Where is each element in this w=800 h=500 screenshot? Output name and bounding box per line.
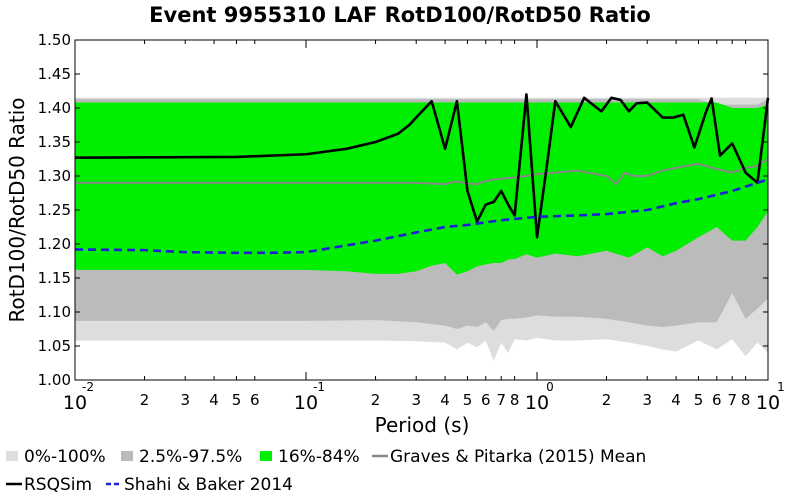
series-line-rsqsim [74,93,770,239]
y-axis: 1.00 1.05 1.10 1.15 1.20 1.25 1.30 1.35 1.40 1.45… [38,31,768,389]
x-minor-tick-label: 2 [371,391,381,409]
x-tick-exponent: 0 [546,380,554,394]
x-major-tick-label: 10-2 [63,380,94,414]
y-tick-label: 1.00 [38,371,71,389]
y-tick-label: 1.25 [38,201,71,219]
y-tick-label: 1.40 [38,99,71,117]
x-minor-tick-label: 3 [642,391,652,409]
y-tick-label: 1.50 [38,31,71,49]
x-minor-tick-label: 8 [741,391,751,409]
legend-label: Shahi & Baker 2014 [124,475,293,495]
x-minor-tick-label: 6 [481,391,491,409]
percentile-bands [75,97,768,361]
x-major-tick-label: 101 [756,380,785,414]
band-16-84 [75,102,768,275]
x-tick-exponent: -2 [82,380,94,394]
x-minor-tick-label: 5 [232,391,242,409]
x-minor-tick-label: 7 [727,391,737,409]
legend-item-16-84: 16%-84% [260,447,360,467]
x-minor-tick-label: 5 [694,391,704,409]
x-minor-tick-label: 4 [671,391,681,409]
x-tick-base: 10 [63,392,87,414]
x-minor-tick-label: 3 [180,391,190,409]
y-tick-label: 1.05 [38,337,71,355]
x-tick-exponent: 1 [777,380,785,394]
legend-swatch [6,451,18,461]
legend-label: RSQSim [24,475,92,495]
x-minor-tick-label: 4 [209,391,219,409]
x-minor-tick-label: 5 [463,391,473,409]
y-tick-label: 1.30 [38,167,71,185]
x-minor-tick-label: 6 [712,391,722,409]
y-tick-label: 1.35 [38,133,71,151]
plot-area [74,39,770,381]
legend-item-shahi-baker-2014: Shahi & Baker 2014 [106,475,293,495]
legend-swatch [260,451,272,461]
legend-item-2-5-97-5: 2.5%-97.5% [121,447,242,467]
x-minor-tick-label: 2 [602,391,612,409]
legend-item-graves-pitarka-2015-mean: Graves & Pitarka (2015) Mean [372,447,646,467]
series-lines [74,93,770,255]
x-minor-tick-label: 4 [440,391,450,409]
x-major-tick-label: 10-1 [294,380,325,414]
legend-label: 2.5%-97.5% [139,447,242,467]
x-minor-tick-label: 7 [496,391,506,409]
y-tick-label: 1.10 [38,303,71,321]
y-tick-label: 1.20 [38,235,71,253]
x-tick-base: 10 [525,392,549,414]
x-minor-tick-label: 3 [411,391,421,409]
legend-swatch [121,451,133,461]
legend-label: Graves & Pitarka (2015) Mean [390,447,646,467]
x-minor-tick-label: 2 [140,391,150,409]
chart-title: Event 9955310 LAF RotD100/RotD50 Ratio [149,3,651,27]
series-line-shahi-baker-2014 [74,178,769,255]
x-tick-exponent: -1 [313,380,325,394]
y-tick-label: 1.45 [38,65,71,83]
x-major-tick-label: 100 [525,380,554,414]
legend-item-rsqsim: RSQSim [6,475,92,495]
legend-label: 16%-84% [278,447,360,467]
x-minor-tick-label: 8 [510,391,520,409]
series-line-graves-pitarka-2015-mean [75,158,769,186]
x-tick-base: 10 [756,392,780,414]
legend-item-0-100: 0%-100% [6,447,106,467]
y-tick-label: 1.15 [38,269,71,287]
x-tick-base: 10 [294,392,318,414]
x-axis-label: Period (s) [375,413,470,437]
y-axis-label: RotD100/RotD50 Ratio [5,97,29,322]
x-minor-tick-label: 6 [250,391,260,409]
legend-label: 0%-100% [24,447,106,467]
legend: 0%-100% 2.5%-97.5% 16%-84% Graves & Pitarka… [6,447,646,495]
